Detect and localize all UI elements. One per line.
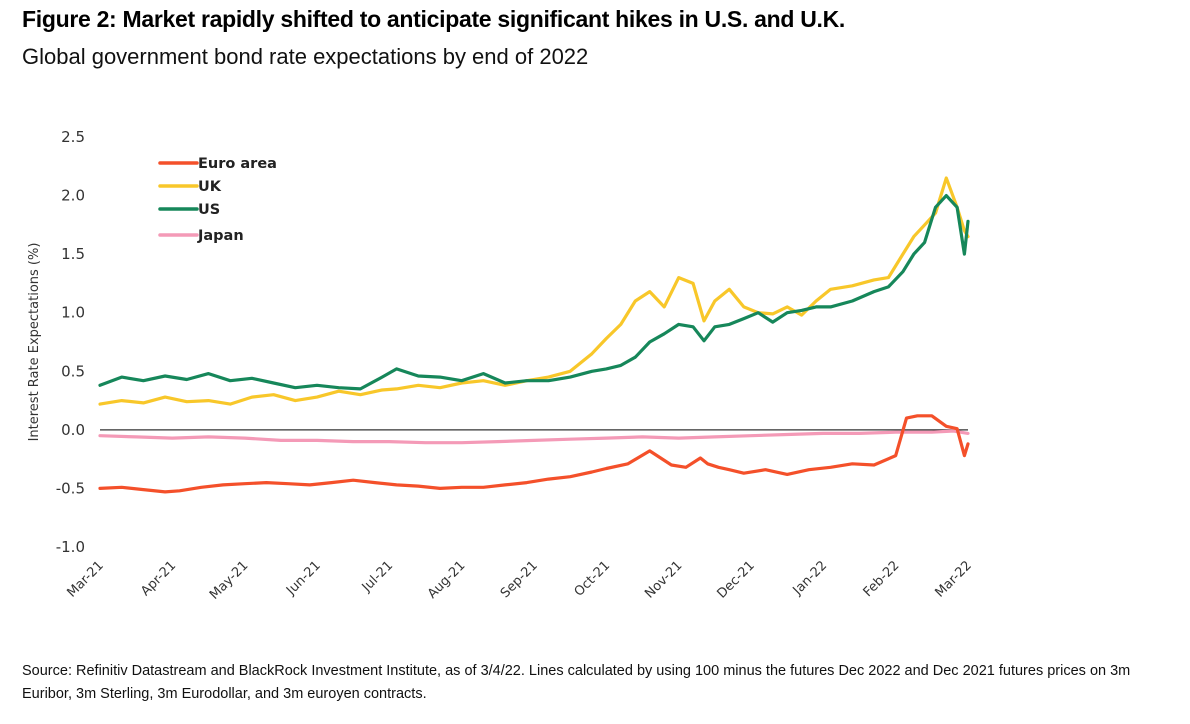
x-tick-label: Mar-22: [932, 558, 974, 600]
y-tick-label: -0.5: [56, 479, 85, 497]
y-axis: 2.5 2.0 1.5 1.0 0.5 0.0 -0.5 -1.0: [56, 128, 85, 556]
x-tick-label: Feb-22: [861, 558, 903, 600]
x-axis: Mar-21 Apr-21 May-21 Jun-21 Jul-21 Aug-21 Sep-…: [64, 558, 974, 602]
legend-item-japan: Japan: [158, 228, 244, 244]
legend-item-uk: UK: [158, 179, 222, 195]
x-tick-label: Sep-21: [498, 558, 541, 601]
y-tick-label: 2.0: [61, 187, 85, 205]
line-chart: 2.5 2.0 1.5 1.0 0.5 0.0 -0.5 -1.0 Interest Rate…: [27, 128, 975, 603]
y-tick-label: 1.0: [61, 304, 85, 322]
x-tick-label: Dec-21: [714, 558, 757, 601]
x-tick-label: Mar-21: [64, 558, 106, 600]
x-tick-label: Oct-21: [572, 558, 614, 600]
y-tick-label: 0.0: [61, 421, 85, 439]
legend-label: UK: [198, 179, 222, 195]
legend-label: Euro area: [198, 156, 277, 172]
figure-title: Figure 2: Market rapidly shifted to anti…: [22, 6, 846, 32]
series-line-uk: [98, 176, 970, 406]
series-line-euro-area: [98, 414, 970, 494]
x-tick-label: Apr-21: [138, 558, 179, 599]
y-tick-label: -1.0: [56, 538, 85, 556]
figure-subtitle: Global government bond rate expectations…: [22, 44, 589, 69]
series-line-us: [98, 194, 970, 391]
legend-label: US: [198, 202, 220, 218]
series-lines: [98, 176, 970, 494]
x-tick-label: Jul-21: [359, 558, 396, 595]
x-tick-label: Jan-22: [790, 558, 831, 599]
legend: Euro area UK US Japan: [158, 156, 277, 244]
y-axis-label: Interest Rate Expectations (%): [27, 243, 42, 442]
legend-item-euro-area: Euro area: [158, 156, 277, 172]
legend-item-us: US: [158, 202, 220, 218]
x-tick-label: May-21: [207, 558, 251, 602]
x-tick-label: Jun-21: [283, 558, 324, 599]
y-tick-label: 0.5: [61, 362, 85, 380]
y-tick-label: 2.5: [61, 128, 85, 146]
series-line-japan: [98, 429, 970, 445]
x-tick-label: Nov-21: [642, 558, 685, 601]
legend-label: Japan: [197, 228, 244, 244]
y-tick-label: 1.5: [61, 245, 85, 263]
source-note: Source: Refinitiv Datastream and BlackRo…: [22, 663, 1131, 702]
x-tick-label: Aug-21: [425, 558, 469, 602]
